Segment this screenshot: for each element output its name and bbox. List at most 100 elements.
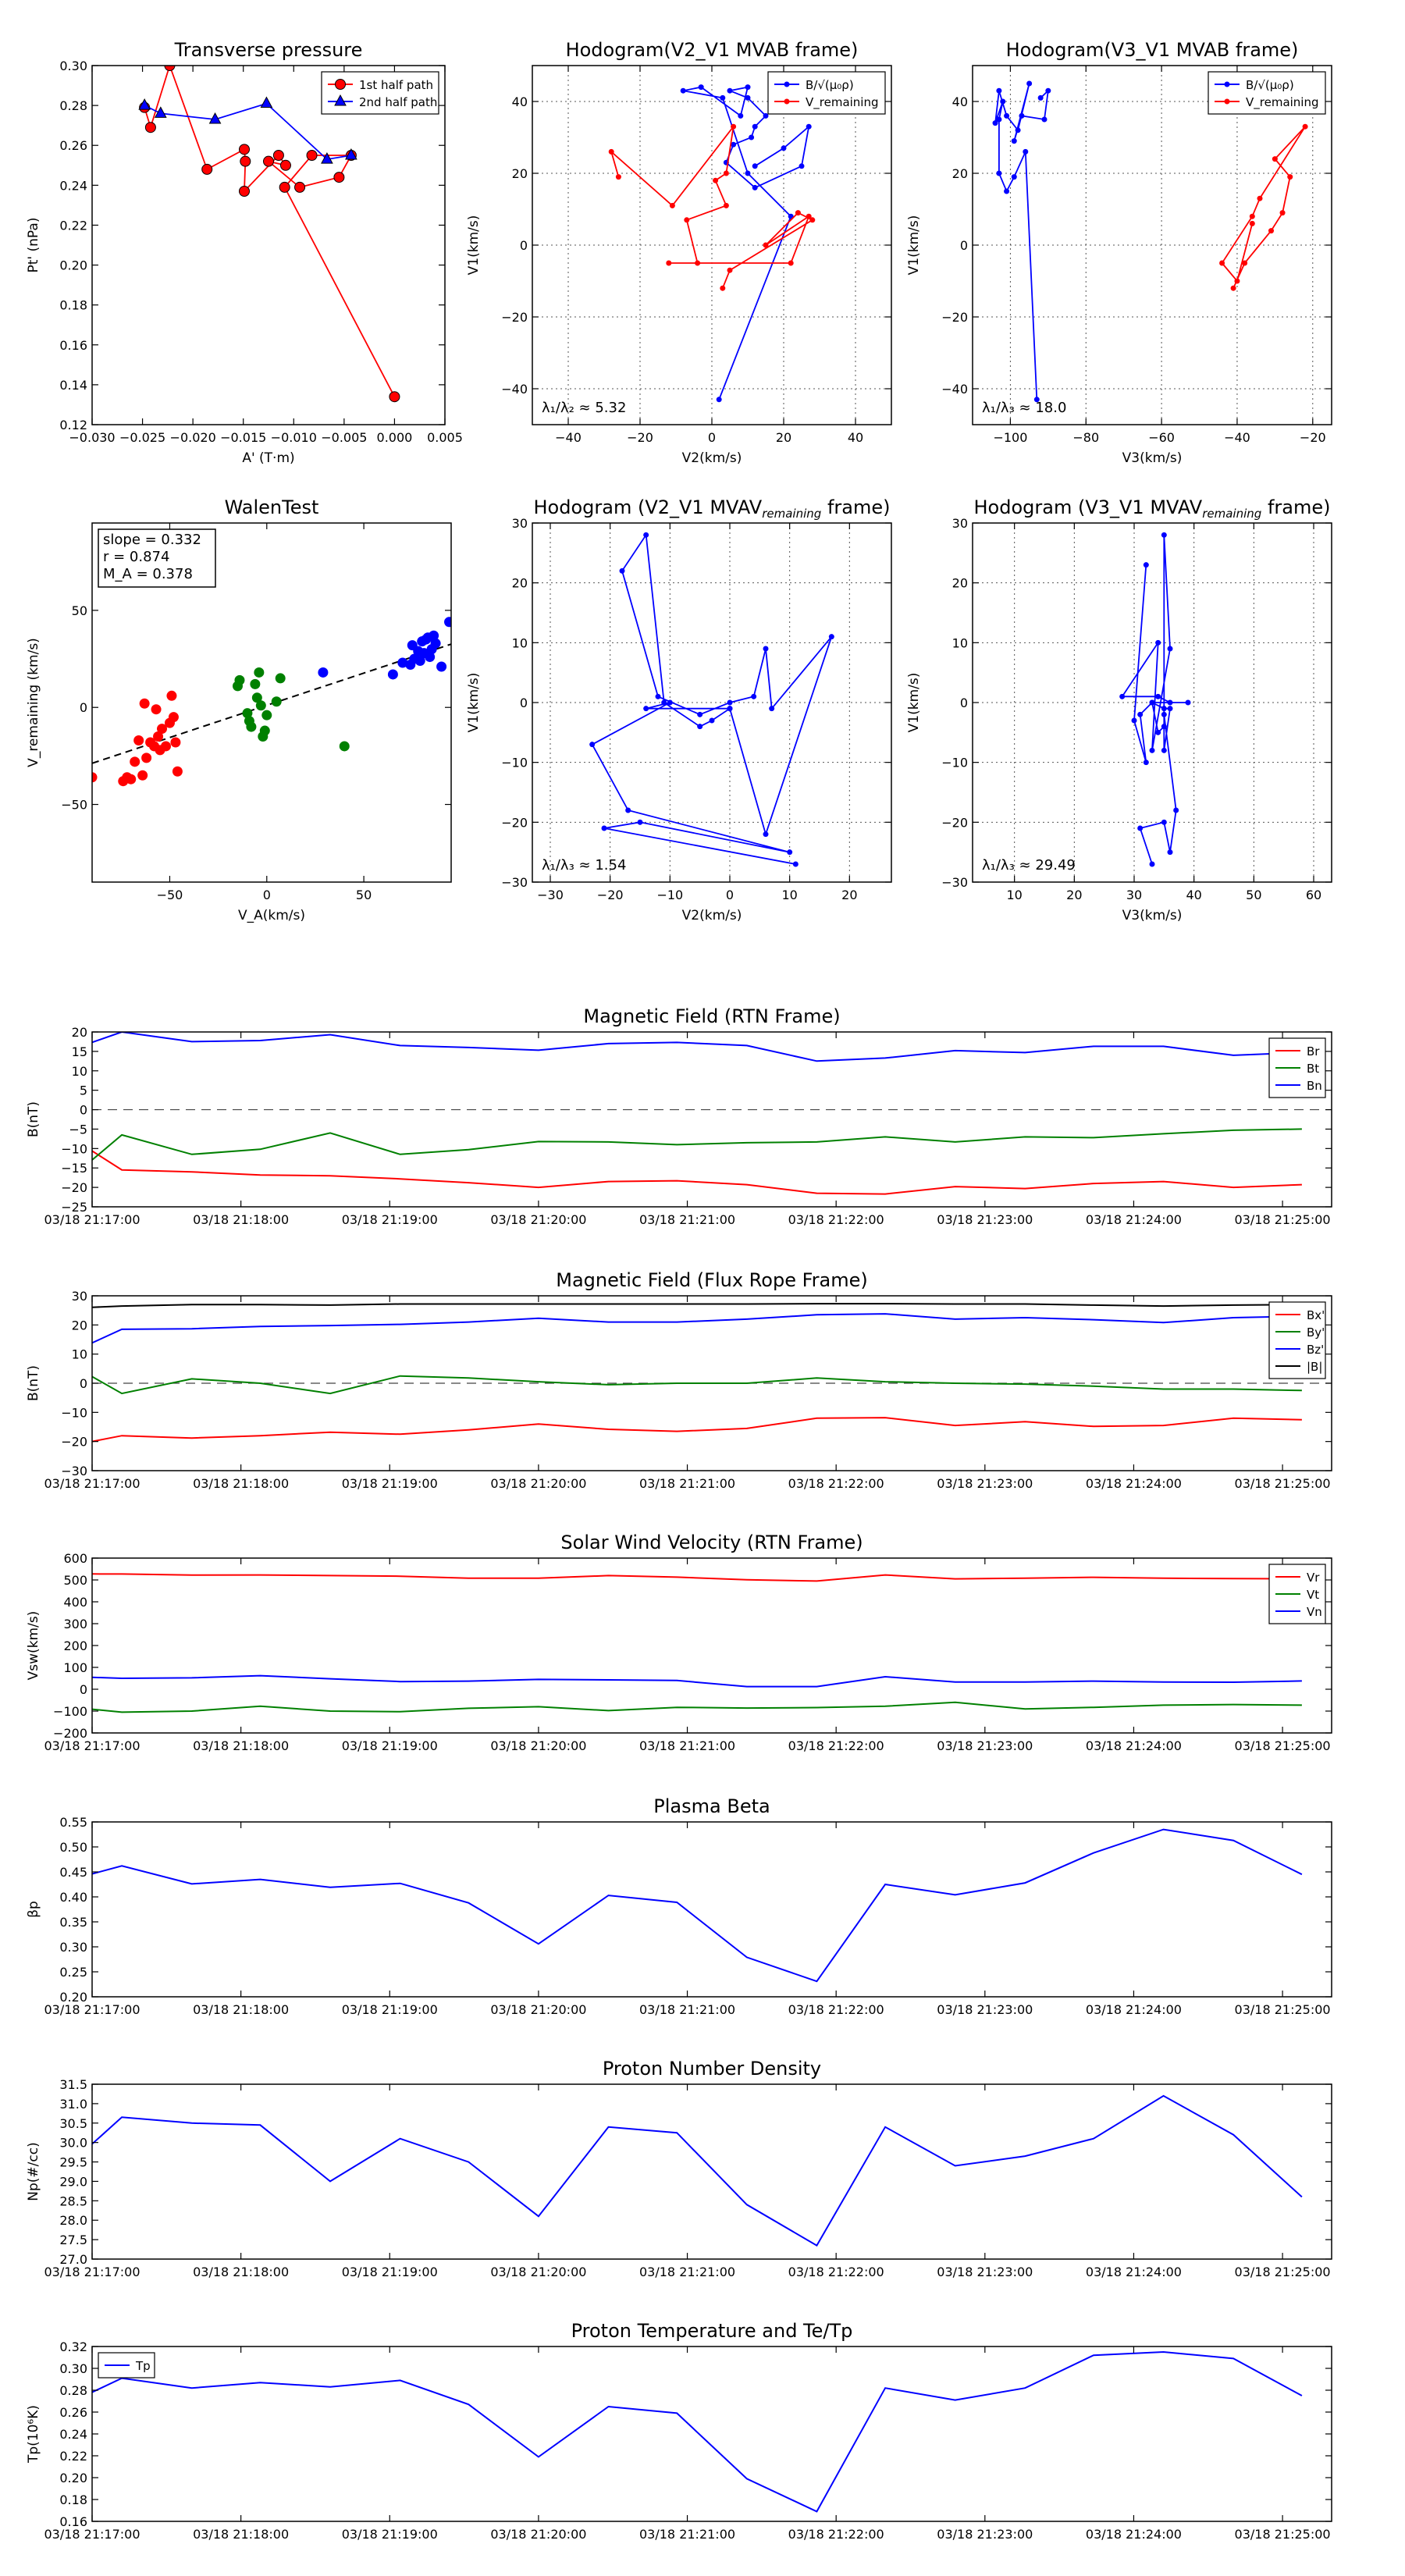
y-tick-label: 29.0 <box>59 2174 87 2189</box>
data-point <box>1137 825 1144 831</box>
x-tick-label: 03/18 21:22:00 <box>788 1212 884 1227</box>
legend-label: Tp <box>135 2359 151 2373</box>
data-point <box>1219 260 1225 266</box>
data-point <box>788 260 794 266</box>
legend-box <box>1208 71 1326 115</box>
x-tick-label: 03/18 21:25:00 <box>1235 2002 1331 2017</box>
data-point <box>271 696 282 707</box>
y-tick-label: 29.5 <box>59 2155 87 2170</box>
y-axis-label: V_remaining (km/s) <box>26 638 41 767</box>
data-point <box>397 657 408 668</box>
data-point <box>1033 397 1040 403</box>
y-tick-label: 20 <box>952 576 968 591</box>
series-line-0 <box>92 2350 1303 2513</box>
data-point <box>1041 116 1048 123</box>
data-point <box>339 741 350 752</box>
y-tick-label: 5 <box>80 1083 87 1098</box>
data-point <box>444 617 451 628</box>
data-point <box>745 84 751 91</box>
x-tick-label: 03/18 21:20:00 <box>490 2527 586 2542</box>
chart-title: Hodogram (V2_V1 MVAVremaining frame) <box>534 496 891 521</box>
x-tick-label: 30 <box>1126 888 1142 902</box>
series-group <box>92 2094 1303 2247</box>
series-group <box>608 84 816 403</box>
series-group <box>92 1828 1303 1983</box>
y-axis-label: Pt' (nPa) <box>26 218 41 273</box>
y-axis-label: Tp(10⁶K) <box>26 2405 41 2464</box>
data-point <box>1149 747 1155 753</box>
x-tick-label: −0.015 <box>220 430 266 445</box>
data-point <box>1155 729 1161 735</box>
y-tick-label: 400 <box>63 1595 87 1610</box>
data-point <box>255 700 266 711</box>
data-point <box>160 741 171 752</box>
legend: Tp <box>98 2352 155 2379</box>
y-tick-label: 0.22 <box>59 2449 87 2464</box>
data-point <box>752 163 758 169</box>
x-tick-label: −20 <box>627 430 653 445</box>
x-tick-label: −0.010 <box>271 430 317 445</box>
data-point <box>294 181 306 193</box>
y-tick-label: 30 <box>952 516 968 531</box>
x-tick-label: 03/18 21:22:00 <box>788 2527 884 2542</box>
series-group <box>992 80 1308 403</box>
legend: B/√(μ₀ρ) V_remaining <box>767 71 886 115</box>
y-tick-label: 0.32 <box>59 2339 87 2354</box>
data-point <box>1287 174 1293 180</box>
data-point <box>239 144 251 155</box>
data-point <box>680 87 686 94</box>
x-tick-label: 03/18 21:24:00 <box>1086 2527 1182 2542</box>
x-axis-label: V2(km/s) <box>682 450 742 466</box>
data-point <box>1161 724 1167 730</box>
data-point <box>608 148 614 155</box>
data-point <box>697 724 703 730</box>
x-tick-label: 03/18 21:17:00 <box>44 1476 140 1491</box>
chart-title-text: Hodogram (V3_V1 MVAV <box>974 496 1203 518</box>
y-tick-label: −30 <box>501 875 528 890</box>
x-tick-label: 03/18 21:17:00 <box>44 2265 140 2279</box>
y-axis-label: B(nT) <box>26 1365 41 1401</box>
data-point <box>727 87 733 94</box>
plot-area <box>92 66 445 425</box>
y-tick-label: 0.35 <box>59 1915 87 1930</box>
legend-label: V_remaining <box>806 95 879 110</box>
data-point <box>752 123 758 130</box>
data-point <box>619 568 625 574</box>
x-tick-label: −80 <box>1072 430 1099 445</box>
x-tick-label: 03/18 21:18:00 <box>193 1212 289 1227</box>
data-point <box>151 704 162 715</box>
y-tick-label: 0.28 <box>59 98 87 113</box>
chart-title-text: Plasma Beta <box>653 1795 770 1817</box>
y-tick-label: −25 <box>61 1200 87 1215</box>
y-tick-label: −20 <box>941 310 968 325</box>
x-tick-label: 03/18 21:21:00 <box>639 2002 735 2017</box>
x-tick-label: 03/18 21:24:00 <box>1086 2265 1182 2279</box>
y-tick-label: 40 <box>512 94 528 109</box>
data-point <box>713 177 719 183</box>
y-tick-label: 20 <box>512 166 528 181</box>
y-axis-label: V1(km/s) <box>906 215 922 276</box>
y-axis-label: V1(km/s) <box>906 673 922 733</box>
y-tick-label: 40 <box>952 94 968 109</box>
y-tick-label: 10 <box>512 635 528 650</box>
chart-title: Solar Wind Velocity (RTN Frame) <box>560 1532 863 1553</box>
data-point <box>144 122 156 133</box>
data-point <box>727 706 733 712</box>
x-tick-label: 50 <box>1246 888 1261 902</box>
data-point <box>414 656 425 667</box>
y-tick-label: 30 <box>512 516 528 531</box>
data-point <box>263 155 274 167</box>
x-tick-label: 03/18 21:24:00 <box>1086 1738 1182 1753</box>
data-point <box>1249 220 1255 226</box>
x-tick-label: 03/18 21:17:00 <box>44 2002 140 2017</box>
y-tick-label: 600 <box>63 1551 87 1566</box>
y-tick-label: 0.20 <box>59 258 87 273</box>
data-point <box>208 112 222 124</box>
x-axis-label: V3(km/s) <box>1122 450 1183 466</box>
x-tick-label: −100 <box>993 430 1027 445</box>
data-point <box>1011 174 1017 180</box>
x-tick-label: 03/18 21:24:00 <box>1086 1212 1182 1227</box>
x-tick-label: 03/18 21:19:00 <box>342 2002 438 2017</box>
legend-marker <box>334 94 347 106</box>
x-tick-label: 03/18 21:19:00 <box>342 1476 438 1491</box>
